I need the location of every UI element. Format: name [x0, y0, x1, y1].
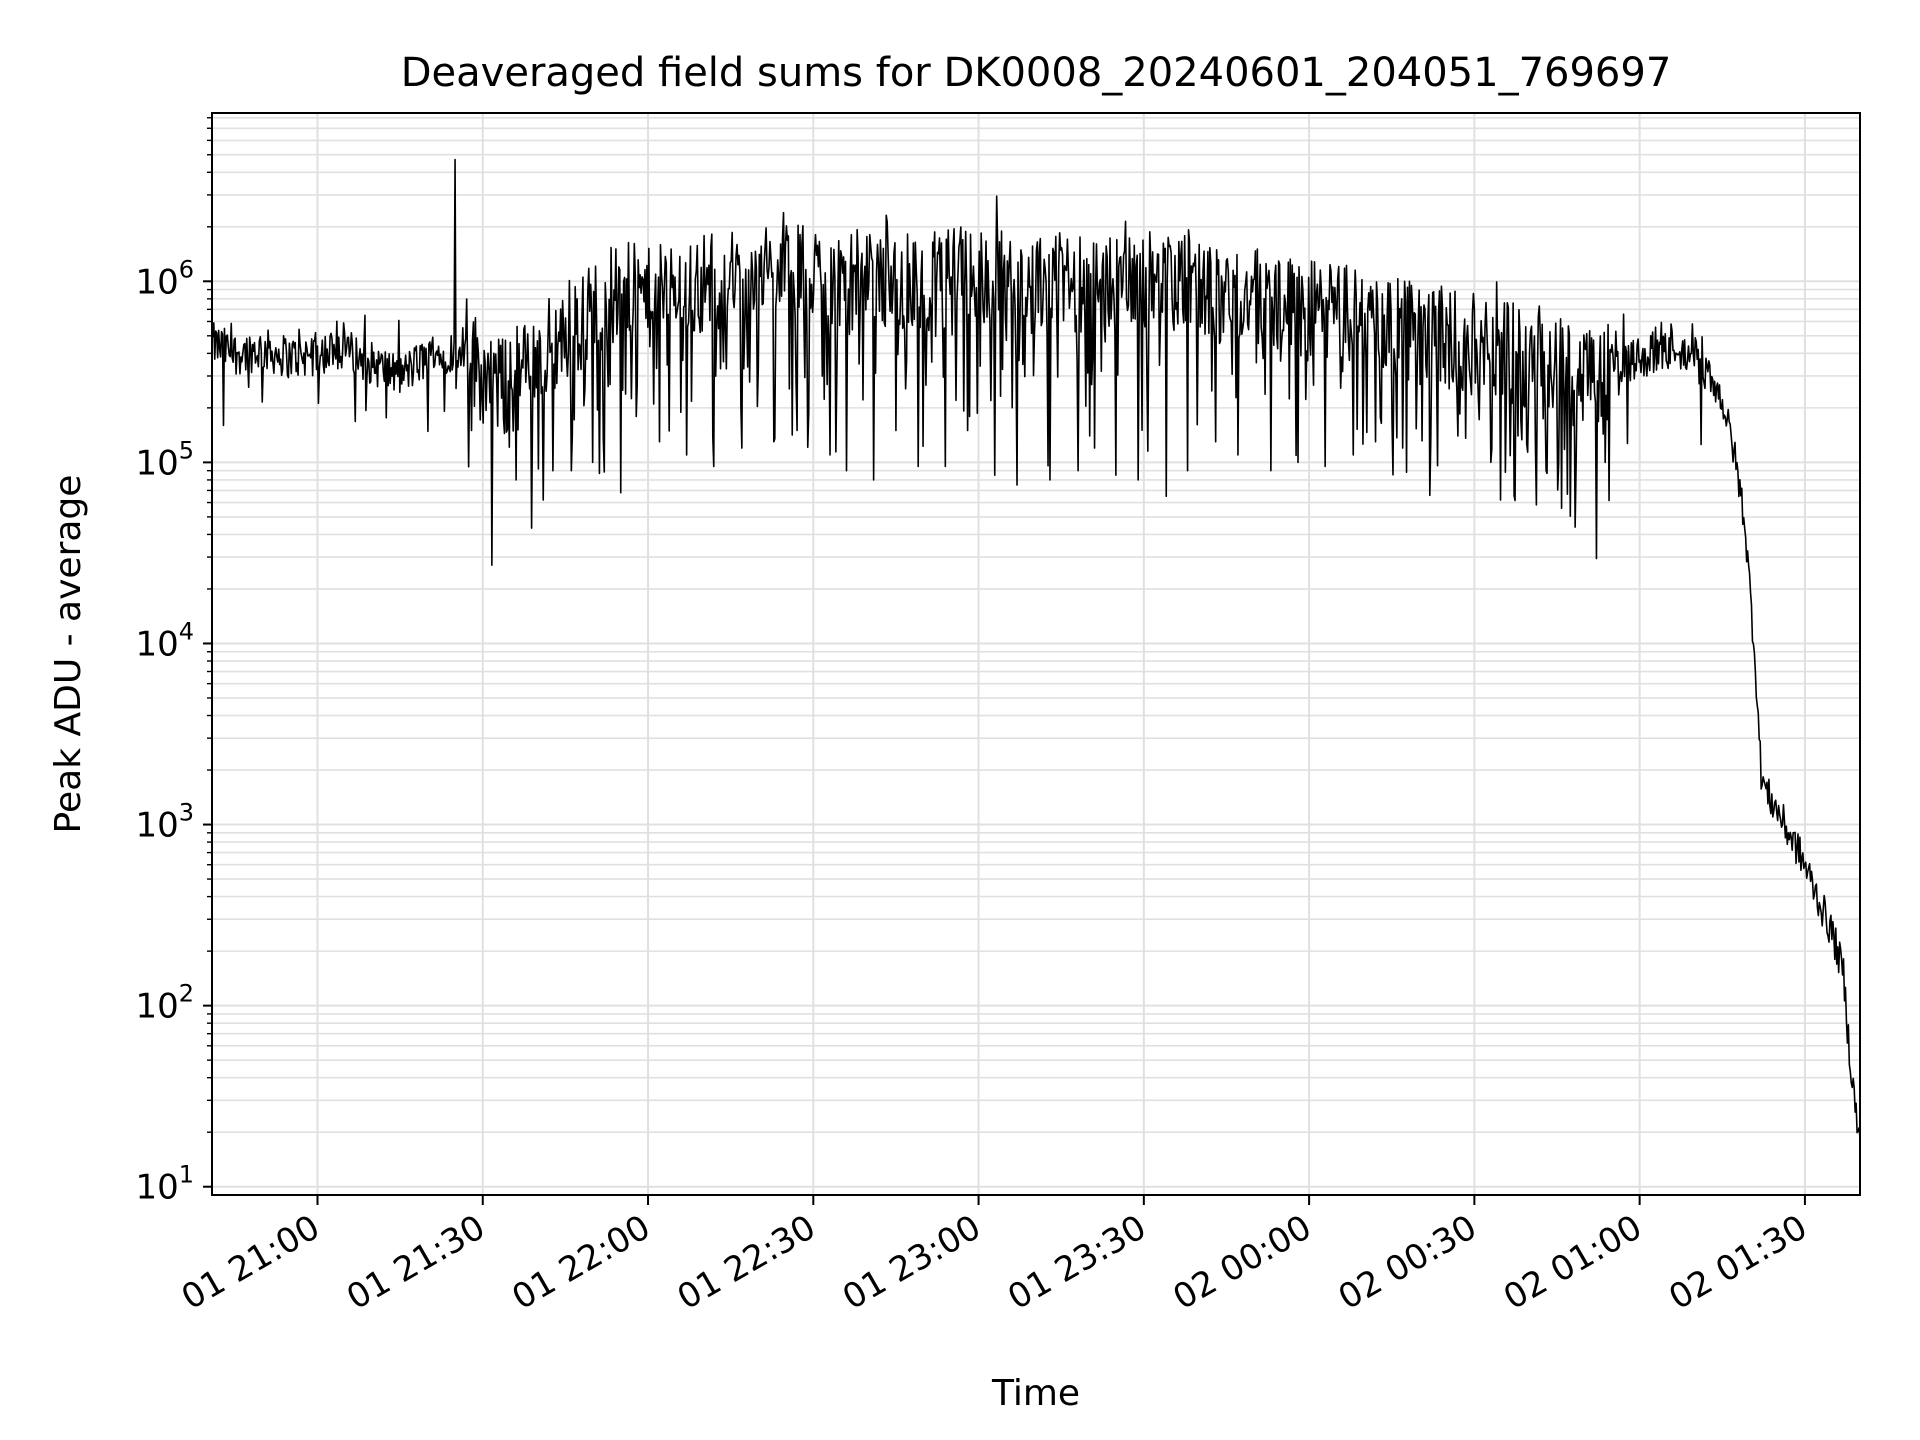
y-axis-label: Peak ADU - average: [48, 475, 89, 834]
y-tick-label: 105: [135, 436, 194, 483]
y-tick-label: 103: [135, 799, 194, 846]
plot-area-frame: [211, 112, 1861, 1196]
y-tick-label-base: 10: [135, 987, 178, 1027]
y-tick-label-base: 10: [135, 806, 178, 846]
y-tick-label-exponent: 1: [179, 1161, 194, 1189]
axis-ticks: [203, 117, 1806, 1205]
series-line-path: [212, 158, 1861, 1138]
y-tick-label-base: 10: [135, 262, 178, 302]
y-tick-label: 106: [135, 255, 194, 302]
y-tick-label-base: 10: [135, 624, 178, 664]
x-axis-label: Time: [991, 1373, 1080, 1414]
y-tick-label-exponent: 6: [179, 255, 194, 283]
y-tick-label-exponent: 4: [179, 617, 194, 645]
y-tick-label-exponent: 2: [179, 980, 194, 1008]
y-tick-label-exponent: 5: [179, 436, 194, 464]
y-tick-label: 102: [135, 980, 194, 1027]
y-tick-label-exponent: 3: [179, 799, 194, 827]
y-tick-label-base: 10: [135, 443, 178, 483]
chart-title: Deaveraged field sums for DK0008_2024060…: [401, 50, 1672, 96]
y-tick-label-base: 10: [135, 1168, 178, 1208]
series-line: [212, 158, 1861, 1138]
y-tick-label: 104: [135, 617, 194, 664]
y-tick-label: 101: [135, 1161, 194, 1208]
